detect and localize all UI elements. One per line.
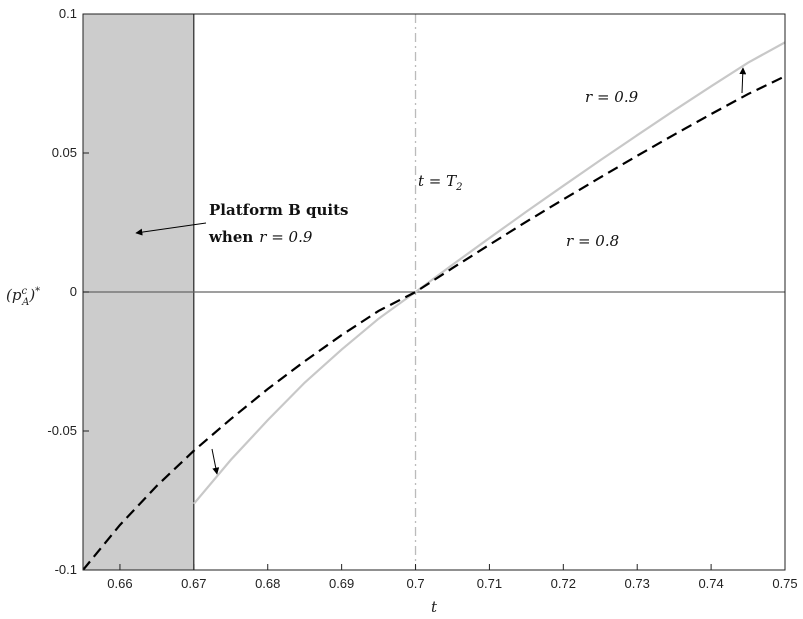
arrow-up-right: [739, 67, 747, 94]
x-tick-label: 0.67: [181, 576, 206, 591]
x-axis-label: t: [431, 598, 438, 616]
arrow-down-left: [211, 448, 220, 475]
series-line-r-0.8: [83, 75, 785, 570]
y-tick-label: 0.1: [59, 6, 77, 21]
annotation-r-0.8: r = 0.8: [566, 232, 619, 250]
y-label-star: *: [35, 286, 40, 297]
x-tick-label: 0.66: [107, 576, 132, 591]
y-label-base: (p: [6, 286, 22, 304]
x-tick-label: 0.68: [255, 576, 280, 591]
y-tick-label: -0.1: [55, 562, 77, 577]
x-tick-label: 0.71: [477, 576, 502, 591]
y-label-close: ): [28, 286, 35, 304]
annotation-r-0.9: r = 0.9: [585, 88, 639, 106]
y-tick-label: 0.05: [52, 145, 77, 160]
annotation-platform-b-quits: Platform B quits: [209, 201, 348, 219]
y-tick-label: 0: [70, 284, 77, 299]
arrow-platform-b: [135, 222, 207, 236]
x-tick-label: 0.75: [772, 576, 797, 591]
annotation-when-r-0.9: when r = 0.9: [208, 228, 313, 246]
x-tick-label: 0.72: [551, 576, 576, 591]
series-line-r-0.9: [192, 41, 785, 505]
y-axis-label: (pc A)*: [6, 286, 40, 308]
y-label-sup: c: [21, 286, 27, 297]
annotation-t-equals-T2: t = T2: [418, 172, 463, 193]
x-tick-label: 0.69: [329, 576, 354, 591]
y-label-sub: A: [21, 297, 29, 308]
x-tick-label: 0.73: [625, 576, 650, 591]
y-tick-label: -0.05: [47, 423, 77, 438]
x-ticks: 0.66 0.67 0.68 0.69 0.7 0.71 0.72 0.73 0.74 0.75: [107, 564, 798, 591]
x-tick-label: 0.7: [406, 576, 424, 591]
x-tick-label: 0.74: [698, 576, 723, 591]
y-ticks: -0.1 -0.05 0 0.05 0.1: [47, 6, 89, 577]
